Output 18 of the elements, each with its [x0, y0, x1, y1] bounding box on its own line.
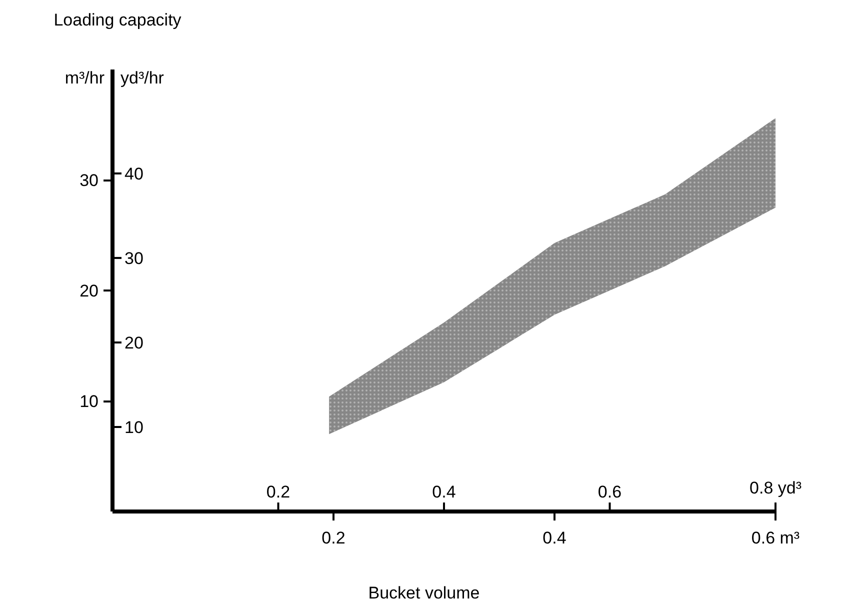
x-tick-label: 0.6 m³	[751, 528, 800, 548]
y-tick-label: 20	[80, 282, 99, 300]
y2-tick-label: 10	[124, 418, 144, 437]
x2-tick-label: 0.8 yd³	[750, 478, 802, 498]
y-tick-label: 10	[80, 392, 99, 411]
x2-tick-label: 0.2	[266, 482, 290, 502]
x-axis-title: Bucket volume	[368, 584, 480, 602]
x2-tick-label: 0.4	[432, 482, 456, 502]
chart-title: Loading capacity	[54, 10, 182, 30]
y-tick-label: 30	[80, 171, 99, 190]
y-axis-title: m³/hr	[64, 68, 105, 88]
x-tick-label: 0.4	[542, 528, 566, 548]
y2-axis-title: yd³/hr	[120, 68, 164, 88]
x-tick-label: 0.2	[322, 528, 346, 548]
y2-tick-label: 30	[124, 248, 144, 268]
x2-tick-label: 0.6	[598, 482, 622, 502]
y2-tick-label: 20	[124, 333, 144, 352]
y2-tick-label: 40	[124, 164, 144, 184]
